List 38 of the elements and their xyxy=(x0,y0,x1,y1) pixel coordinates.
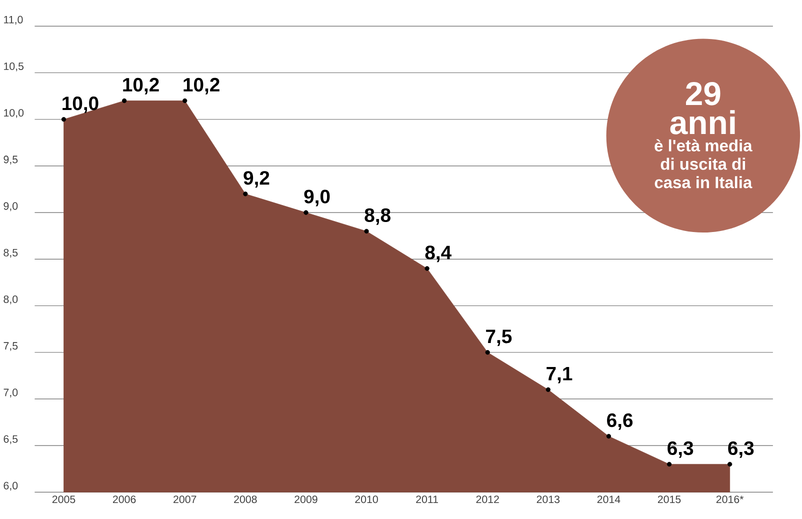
x-tick-label: 2006 xyxy=(112,495,136,503)
x-tick-label: 2009 xyxy=(294,495,318,503)
annotation: anni xyxy=(670,110,735,134)
x-tick-label: 2005 xyxy=(52,495,76,503)
data-label: 8,8 xyxy=(364,208,390,225)
y-tick-label: 7,0 xyxy=(4,388,18,398)
data-label: 9,0 xyxy=(304,190,330,206)
data-label: 10,0 xyxy=(62,96,98,113)
x-tick-label: 2012 xyxy=(476,495,499,503)
data-label: 10,2 xyxy=(184,78,220,94)
x-tick-label: 2015 xyxy=(658,495,681,503)
y-tick-label: 11,0 xyxy=(4,16,23,25)
data-label: 7,5 xyxy=(486,330,512,346)
data-label: 8,4 xyxy=(425,245,452,262)
y-tick-label: 6,5 xyxy=(4,435,18,444)
y-tick-label: 10,0 xyxy=(4,108,24,118)
y-tick-label: 9,5 xyxy=(4,156,18,164)
x-tick-label: 2016* xyxy=(716,495,744,503)
data-label: 6,3 xyxy=(728,441,754,458)
data-label: 10,2 xyxy=(123,78,159,94)
data-label: 9,2 xyxy=(244,170,270,188)
annotation: è l'età media di uscita di casa in Italia xyxy=(654,139,752,188)
data-label: 6,6 xyxy=(607,413,633,430)
y-tick-label: 10,5 xyxy=(4,62,24,72)
x-tick-label: 2011 xyxy=(416,495,438,503)
y-tick-label: 8,5 xyxy=(4,248,18,258)
y-tick-label: 9,0 xyxy=(4,202,18,211)
x-tick-label: 2007 xyxy=(174,495,196,503)
x-tick-label: 2013 xyxy=(536,495,560,503)
y-tick-label: 6,0 xyxy=(4,482,18,491)
y-tick-label: 8,0 xyxy=(4,295,18,304)
data-label: 7,1 xyxy=(546,366,572,384)
x-tick-label: 2008 xyxy=(234,495,257,503)
data-label: 6,3 xyxy=(668,441,694,458)
y-tick-label: 7,5 xyxy=(4,342,18,351)
x-tick-label: 2010 xyxy=(355,495,378,503)
annotation: 29 xyxy=(686,82,720,106)
x-tick-label: 2014 xyxy=(597,495,620,503)
